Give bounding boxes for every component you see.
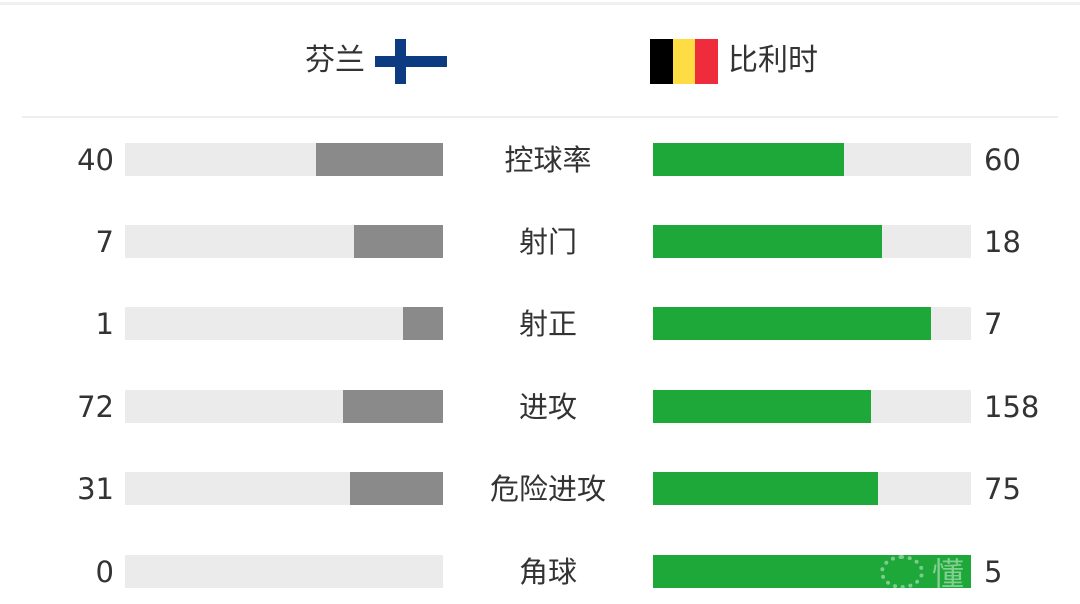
right-bar-track: [653, 225, 971, 258]
left-team-name: 芬兰: [305, 43, 365, 78]
right-bar: [653, 143, 844, 176]
left-bar-track: [125, 143, 443, 176]
left-value: 7: [95, 225, 114, 259]
left-bar: [403, 307, 443, 340]
watermark-text: 懂: [932, 555, 965, 593]
right-team-name: 比利时: [728, 43, 818, 78]
left-value: 31: [77, 472, 114, 506]
right-bar: [653, 390, 872, 423]
right-value: 60: [984, 143, 1021, 177]
left-bar: [350, 472, 443, 505]
right-value: 5: [984, 555, 1003, 589]
left-bar: [353, 225, 443, 258]
header-divider: [22, 116, 1058, 118]
stat-row: 31 危险进攻 75: [0, 472, 1080, 506]
left-bar-track: [125, 307, 443, 340]
right-bar: [653, 225, 882, 258]
right-bar-track: [653, 307, 971, 340]
left-value: 1: [95, 307, 114, 341]
right-bar-track: [653, 390, 971, 423]
stat-label: 控球率: [504, 143, 592, 177]
left-bar-track: [125, 390, 443, 423]
stat-label: 角球: [518, 555, 577, 589]
top-divider: [0, 2, 1080, 5]
right-value: 158: [984, 390, 1040, 424]
stat-label: 进攻: [518, 390, 577, 424]
left-value: 72: [77, 390, 114, 424]
finland-flag-icon: [375, 39, 447, 84]
left-bar-track: [125, 472, 443, 505]
stat-label: 射正: [518, 307, 577, 341]
stat-row: 40 控球率 60: [0, 143, 1080, 177]
stat-row: 72 进攻 158: [0, 390, 1080, 424]
stat-label: 危险进攻: [489, 472, 606, 506]
left-bar-track: [125, 555, 443, 588]
stat-row: 7 射门 18: [0, 225, 1080, 259]
stat-row: 1 射正 7: [0, 307, 1080, 341]
belgium-flag-icon: [650, 39, 719, 84]
left-bar: [315, 143, 443, 176]
stat-label: 射门: [518, 225, 577, 259]
left-bar: [343, 390, 443, 423]
left-bar-track: [125, 225, 443, 258]
left-value: 0: [95, 555, 114, 589]
right-bar-track: [653, 143, 971, 176]
soccer-ball-icon: [880, 555, 924, 589]
left-value: 40: [77, 143, 114, 177]
right-bar: [653, 307, 932, 340]
right-value: 18: [984, 225, 1021, 259]
right-value: 7: [984, 307, 1003, 341]
right-value: 75: [984, 472, 1021, 506]
watermark: 懂: [880, 553, 980, 593]
right-bar: [653, 472, 878, 505]
right-bar-track: [653, 472, 971, 505]
